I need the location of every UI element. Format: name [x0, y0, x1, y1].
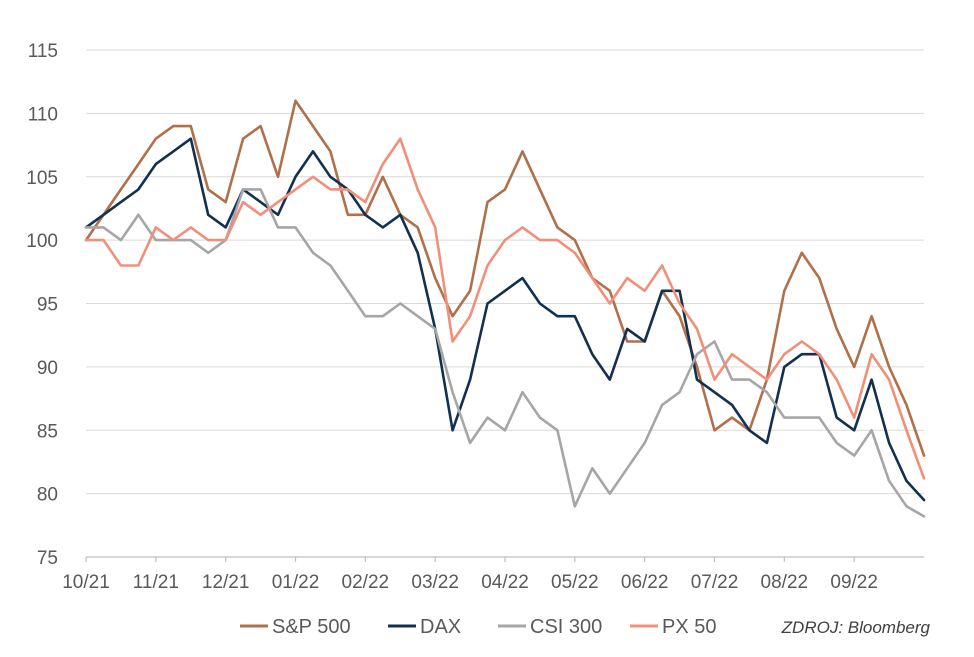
- x-tick-label: 04/22: [481, 572, 529, 593]
- x-axis: 10/21 11/21 12/21 01/22 02/22 03/22 04/22 05/22…: [62, 556, 924, 593]
- x-tick-label: 03/22: [411, 572, 459, 593]
- x-tick-label: 09/22: [830, 572, 878, 593]
- x-tick-label: 10/21: [62, 572, 110, 593]
- x-tick-label: 12/21: [202, 572, 250, 593]
- y-tick-label: 95: [37, 295, 58, 316]
- gridlines: [86, 49, 924, 495]
- y-axis: 75 80 85 90 95 100 105 110 115: [26, 41, 58, 569]
- x-tick-label: 11/21: [133, 572, 179, 593]
- series-line-0: [84, 99, 926, 457]
- source-label: ZDROJ: Bloomberg: [781, 618, 931, 637]
- x-tick-label: 07/22: [691, 572, 739, 593]
- series-lines: [84, 99, 926, 518]
- legend-label: DAX: [420, 616, 461, 638]
- y-tick-label: 115: [28, 41, 58, 62]
- series-line-3: [84, 137, 926, 480]
- legend-label: PX 50: [662, 616, 716, 638]
- y-tick-label: 105: [26, 168, 58, 189]
- x-tick-label: 05/22: [551, 572, 599, 593]
- x-tick-label: 02/22: [342, 572, 390, 593]
- y-tick-label: 90: [37, 358, 58, 379]
- x-tick-label: 01/22: [272, 572, 320, 593]
- legend: S&P 500 DAX CSI 300 PX 50: [240, 616, 716, 638]
- y-tick-label: 75: [37, 548, 58, 569]
- y-tick-label: 85: [37, 421, 58, 442]
- legend-label: S&P 500: [272, 616, 351, 638]
- series-line-1: [84, 137, 926, 502]
- legend-label: CSI 300: [530, 616, 602, 638]
- x-tick-label: 08/22: [761, 572, 809, 593]
- x-tick-label: 06/22: [621, 572, 669, 593]
- series-line-2: [84, 188, 926, 518]
- y-tick-label: 100: [26, 231, 58, 252]
- y-tick-label: 80: [37, 485, 58, 506]
- y-tick-label: 110: [28, 104, 58, 125]
